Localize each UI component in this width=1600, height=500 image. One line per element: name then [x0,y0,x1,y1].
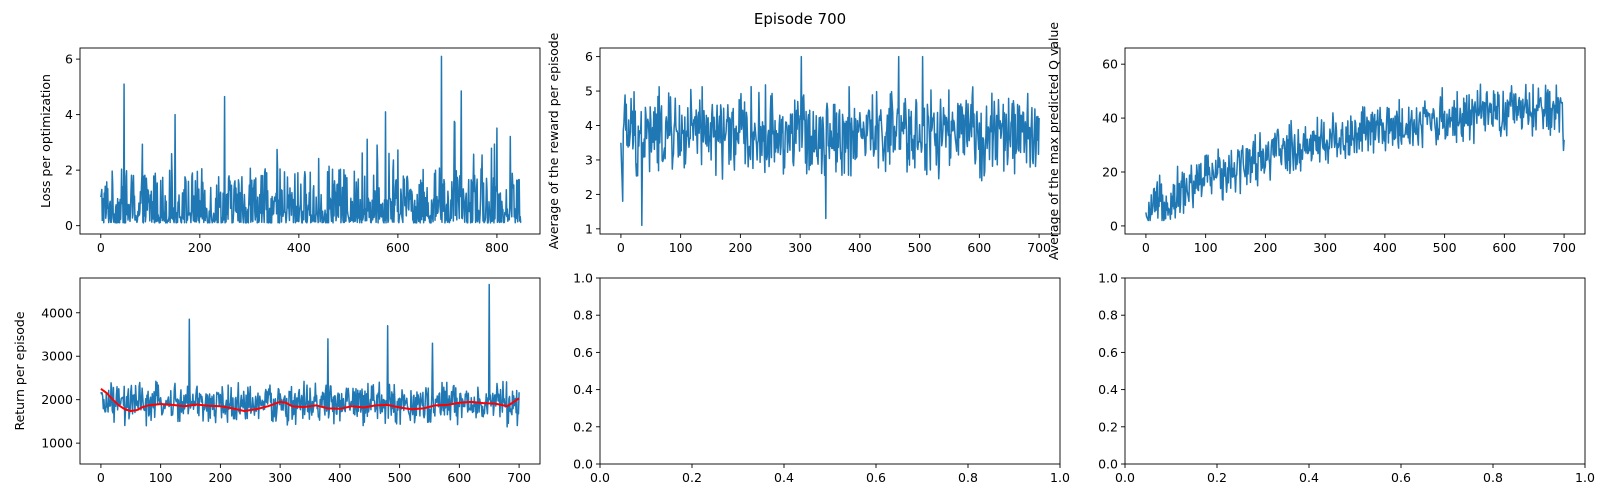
x-tick-label: 0.8 [1483,470,1503,485]
series-line-2 [100,388,520,412]
x-tick-label: 0 [97,470,105,485]
x-tick-label: 600 [967,240,991,255]
y-tick-label: 2 [65,163,73,178]
y-axis-label: Loss per optimization [38,74,53,208]
x-tick-label: 1.0 [1575,470,1595,485]
y-tick-label: 3000 [41,349,73,364]
x-tick-label: 300 [268,470,292,485]
y-tick-label: 4 [585,118,593,133]
series-line-1 [620,55,1040,227]
y-tick-label: 3 [585,152,593,167]
y-axis-label: Average of the reward per episode [546,32,561,249]
x-tick-label: 600 [447,470,471,485]
x-tick-label: 700 [507,470,531,485]
y-tick-label: 0 [1110,218,1118,233]
y-axis-label: Average of the max predicted Q value [1046,22,1061,261]
y-tick-label: 4 [65,107,73,122]
x-tick-label: 700 [1027,240,1051,255]
y-tick-label: 0 [65,218,73,233]
subplot-2: 0 100 200 300 400 500 600 700 1 2 3 4 5 6 Average of t… [546,32,1061,255]
y-tick-label: 1000 [41,436,73,451]
x-tick-label: 100 [1194,240,1218,255]
x-tick-label: 0.2 [1207,470,1227,485]
y-tick-label: 0.2 [573,419,593,434]
y-axis-label: Return per episode [12,311,27,430]
y-tick-label: 0.8 [573,308,593,323]
x-tick-label: 500 [1433,240,1457,255]
x-tick-label: 0.6 [866,470,886,485]
x-tick-label: 0.6 [1391,470,1411,485]
x-tick-label: 1.0 [1050,470,1070,485]
y-tick-label: 1.0 [573,271,593,286]
figure-title: Episode 700 [754,10,846,28]
x-tick-label: 0 [97,240,105,255]
y-tick-label: 0.6 [573,345,593,360]
y-tick-label: 60 [1102,57,1118,72]
y-tick-label: 1 [585,221,593,236]
x-tick-label: 700 [1552,240,1576,255]
y-tick-label: 0.2 [1098,419,1118,434]
y-tick-label: 0.4 [573,382,593,397]
y-tick-label: 0.0 [1098,457,1118,472]
x-tick-label: 0.4 [1299,470,1319,485]
x-tick-label: 200 [188,240,212,255]
x-tick-label: 200 [208,470,232,485]
x-tick-label: 0.0 [590,470,610,485]
y-tick-label: 4000 [41,305,73,320]
axes-frame [599,47,1061,235]
x-tick-label: 400 [328,470,352,485]
x-tick-label: 500 [908,240,932,255]
x-tick-label: 300 [788,240,812,255]
x-tick-label: 200 [1253,240,1277,255]
x-tick-label: 0 [1142,240,1150,255]
x-tick-label: 200 [728,240,752,255]
subplot-1: 0 200 400 600 800 0 2 4 6 Loss per optimization [38,47,541,255]
axes-frame [79,277,541,465]
series-line-1 [100,55,522,224]
y-tick-label: 0.0 [573,457,593,472]
y-tick-label: 1.0 [1098,271,1118,286]
y-tick-label: 0.4 [1098,382,1118,397]
y-tick-label: 40 [1102,111,1118,126]
x-tick-label: 400 [848,240,872,255]
y-tick-label: 2 [585,187,593,202]
series-line-1 [100,283,520,428]
x-tick-label: 100 [669,240,693,255]
x-tick-label: 100 [149,470,173,485]
x-tick-label: 0.8 [958,470,978,485]
series-line-1 [1145,83,1565,222]
y-tick-label: 5 [585,84,593,99]
subplot-4: 0 100 200 300 400 500 600 700 1000 2000 3000 4000 Re… [12,277,541,485]
subplot-6: 0.0 0.2 0.4 0.6 0.8 1.0 0.0 0.2 0.4 0.6 0.8 1.0 [1098,271,1595,486]
x-tick-label: 0.4 [774,470,794,485]
axes-frame [1124,47,1586,235]
subplot-3: 0 100 200 300 400 500 600 700 0 20 40 60 Average of … [1046,22,1586,261]
axes-frame [1124,277,1586,465]
subplot-5: 0.0 0.2 0.4 0.6 0.8 1.0 0.0 0.2 0.4 0.6 0.8 1.0 [573,271,1070,486]
x-tick-label: 300 [1313,240,1337,255]
x-tick-label: 0.2 [682,470,702,485]
y-tick-label: 6 [585,49,593,64]
axes-frame [599,277,1061,465]
x-tick-label: 0.0 [1115,470,1135,485]
y-tick-label: 0.8 [1098,308,1118,323]
y-tick-label: 0.6 [1098,345,1118,360]
x-tick-label: 500 [388,470,412,485]
x-tick-label: 600 [1492,240,1516,255]
axes-frame [79,47,541,235]
x-tick-label: 600 [386,240,410,255]
x-tick-label: 400 [1373,240,1397,255]
x-tick-label: 400 [287,240,311,255]
y-tick-label: 2000 [41,392,73,407]
y-tick-label: 20 [1102,165,1118,180]
x-tick-label: 800 [485,240,509,255]
x-tick-label: 0 [617,240,625,255]
y-tick-label: 6 [65,52,73,67]
